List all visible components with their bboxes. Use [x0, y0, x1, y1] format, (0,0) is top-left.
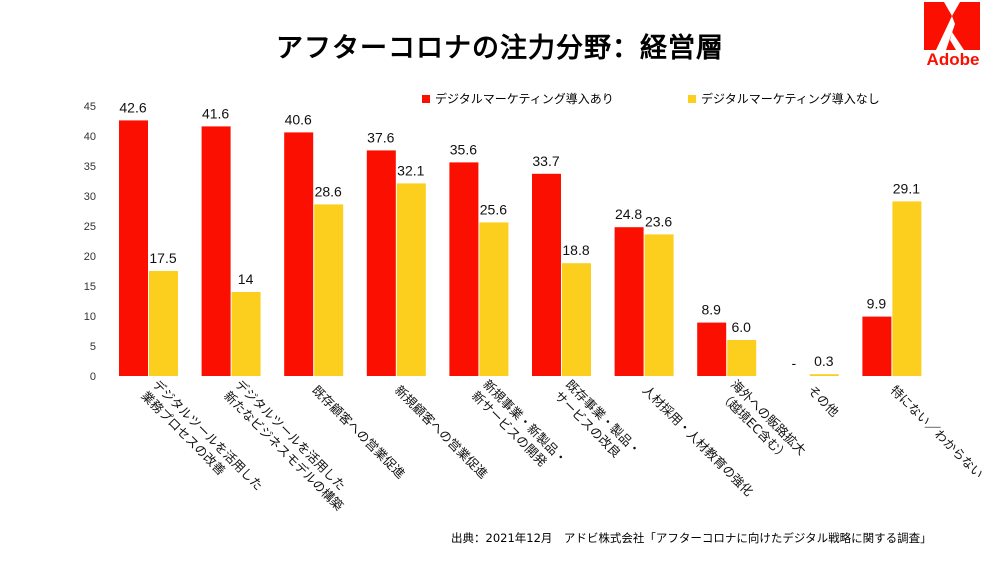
data-label-with: 35.6	[450, 141, 477, 157]
y-tick-label: 10	[84, 311, 96, 323]
bar-with	[366, 150, 396, 376]
data-label-with: 37.6	[367, 129, 394, 145]
data-label-without: 6.0	[731, 319, 751, 335]
bar-with	[284, 132, 314, 376]
y-tick-label: 35	[84, 161, 96, 173]
data-label-without: 0.3	[814, 353, 834, 369]
legend-item-without: デジタルマーケティング導入なし	[688, 90, 880, 107]
data-label-without: 18.8	[562, 242, 589, 258]
bar-with	[449, 162, 479, 376]
y-tick-label: 0	[90, 371, 96, 383]
data-label-with: 24.8	[615, 206, 642, 222]
bar-without	[231, 292, 261, 376]
y-tick-label: 20	[84, 251, 96, 263]
source-note: 出典：2021年12月 アドビ株式会社「アフターコロナに向けたデジタル戦略に関す…	[451, 531, 932, 545]
data-label-without: 32.1	[397, 162, 424, 178]
bar-without	[479, 222, 509, 376]
data-label-without: 23.6	[645, 213, 672, 229]
data-label-with: 42.6	[119, 99, 146, 115]
x-category-label: その他	[805, 382, 842, 419]
bar-without	[809, 374, 839, 376]
y-tick-label: 30	[84, 191, 96, 203]
y-tick-label: 5	[90, 341, 96, 353]
y-tick-label: 40	[84, 131, 96, 143]
legend-label-with: デジタルマーケティング導入あり	[435, 92, 614, 106]
x-category-label: 特にない／わからない	[887, 382, 986, 481]
bar-with	[119, 120, 148, 377]
bar-with	[697, 322, 727, 376]
bar-without	[562, 263, 591, 376]
bar-with	[862, 316, 892, 376]
data-label-without: 17.5	[149, 250, 176, 266]
bar-with	[614, 227, 644, 376]
y-tick-label: 25	[84, 221, 96, 233]
chart-title: アフターコロナの注力分野：経営層	[276, 33, 724, 64]
legend-swatch-red	[422, 94, 430, 103]
bar-with	[532, 173, 561, 376]
bar-without	[644, 234, 674, 376]
data-label-with: 40.6	[285, 111, 312, 127]
data-label-with: 41.6	[202, 105, 229, 121]
data-label-without: 29.1	[893, 180, 920, 196]
x-category-label-line: その他	[805, 382, 842, 419]
bar-with	[201, 126, 231, 377]
bar-without	[396, 183, 426, 376]
data-label-without: 25.6	[480, 201, 507, 217]
bar-without	[149, 271, 178, 376]
y-tick-label: 45	[84, 101, 96, 113]
legend-swatch-yellow	[688, 94, 696, 103]
data-label-with: 33.7	[532, 153, 559, 169]
x-category-label: 海外への販路拡大（越境EC含む）	[717, 377, 810, 464]
adobe-logo-text: Adobe	[926, 50, 980, 69]
bar-without	[727, 340, 757, 376]
data-label-with: 9.9	[867, 296, 887, 312]
x-category-label-line: 特にない／わからない	[887, 382, 986, 481]
data-label-without: 14	[238, 271, 254, 287]
data-label-with: -	[791, 355, 796, 371]
y-tick-label: 15	[84, 281, 96, 293]
data-label-without: 28.6	[315, 183, 342, 199]
legend-label-without: デジタルマーケティング導入なし	[701, 92, 880, 106]
legend-item-with: デジタルマーケティング導入あり	[422, 90, 614, 107]
adobe-logo-icon	[924, 2, 980, 50]
bar-without	[892, 201, 922, 376]
data-label-with: 8.9	[701, 302, 721, 318]
bar-without	[314, 204, 344, 376]
